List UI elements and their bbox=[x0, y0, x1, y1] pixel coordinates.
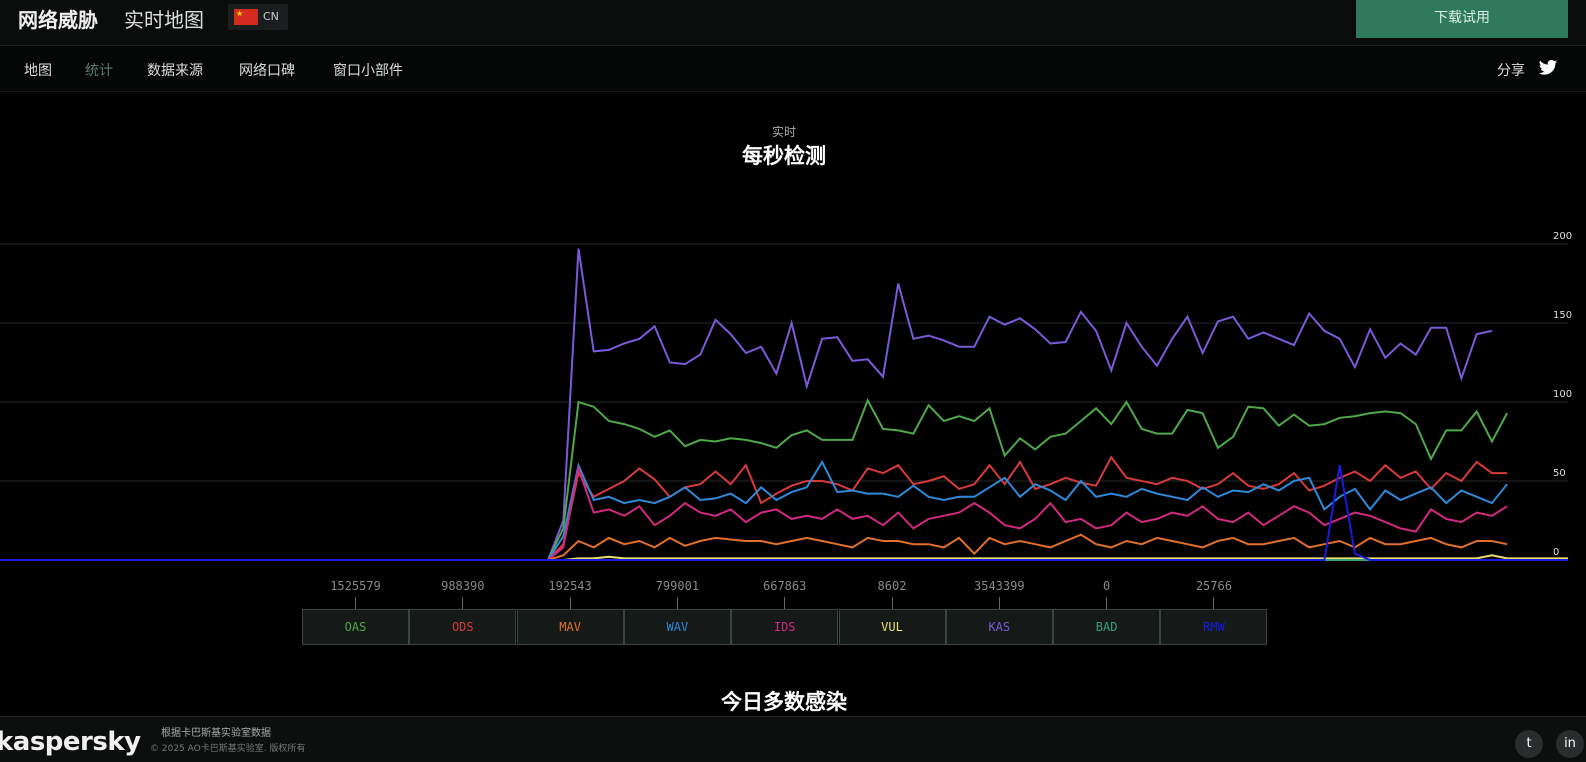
series-line-kas bbox=[0, 248, 1493, 561]
legend-count: 988390 bbox=[441, 579, 485, 593]
site-title[interactable]: 网络威胁 bbox=[18, 8, 98, 32]
copyright: © 2025 AO卡巴斯基实验室. 版权所有 bbox=[150, 744, 306, 754]
legend-tick bbox=[355, 597, 356, 609]
nav-item-data-sources[interactable]: 数据来源 bbox=[147, 63, 203, 79]
y-tick-label: 0 bbox=[1553, 547, 1559, 558]
legend-tick bbox=[891, 597, 893, 609]
footer-twitter-icon[interactable]: t bbox=[1515, 730, 1543, 758]
china-flag-icon: ★ bbox=[234, 9, 258, 25]
legend-toggle[interactable]: OAS bbox=[302, 609, 409, 645]
top-header: 网络威胁 实时地图 ★ CN 下载试用 bbox=[0, 0, 1586, 46]
legend-count: 8602 bbox=[877, 579, 907, 593]
main-nav: 地图 统计 数据来源 网络口碑 窗口小部件 分享 bbox=[0, 46, 1586, 92]
data-source-note: 根据卡巴斯基实验室数据 bbox=[161, 728, 271, 739]
nav-item-statistics[interactable]: 统计 bbox=[85, 63, 113, 79]
nav-item-buzz[interactable]: 网络口碑 bbox=[239, 63, 295, 79]
legend-count: 1525579 bbox=[330, 579, 381, 593]
legend-count: 667863 bbox=[763, 579, 807, 593]
y-tick-label: 200 bbox=[1553, 231, 1572, 242]
section-kicker: 实时 bbox=[771, 125, 796, 139]
series-line-ods bbox=[0, 455, 1508, 561]
legend-count: 799001 bbox=[655, 579, 700, 593]
legend-toggle[interactable]: ODS bbox=[409, 609, 517, 645]
legend-toggle[interactable]: BAD bbox=[1053, 609, 1161, 645]
legend-count: 192543 bbox=[548, 579, 592, 593]
legend-count: 3543399 bbox=[974, 579, 1025, 593]
twitter-icon[interactable] bbox=[1538, 58, 1558, 78]
legend-toggle[interactable]: MAV bbox=[516, 609, 624, 645]
legend-toggle[interactable]: IDS bbox=[731, 609, 839, 645]
download-trial-button[interactable]: 下载试用 bbox=[1356, 0, 1568, 38]
legend-toggle[interactable]: KAS bbox=[945, 609, 1053, 645]
legend-tick bbox=[1106, 597, 1108, 609]
section-title: 每秒检测 bbox=[742, 143, 826, 168]
series-line-oas bbox=[0, 398, 1508, 561]
legend-tick bbox=[784, 597, 786, 609]
language-code: CN bbox=[263, 10, 279, 23]
nav-item-map[interactable]: 地图 bbox=[24, 63, 52, 79]
language-selector[interactable]: ★ CN bbox=[228, 4, 288, 30]
series-line-rmw bbox=[0, 465, 1568, 561]
footer: kaspersky 根据卡巴斯基实验室数据 © 2025 AO卡巴斯基实验室. … bbox=[0, 716, 1586, 762]
legend-count: 0 bbox=[1102, 579, 1111, 593]
legend-tick bbox=[462, 597, 464, 609]
footer-linkedin-icon[interactable]: in bbox=[1556, 730, 1584, 758]
legend-tick bbox=[676, 597, 678, 609]
y-tick-label: 100 bbox=[1553, 389, 1572, 400]
site-subtitle: 实时地图 bbox=[124, 8, 204, 32]
series-line-wav bbox=[0, 459, 1508, 561]
legend-toggle[interactable]: WAV bbox=[623, 609, 731, 645]
y-tick-label: 50 bbox=[1553, 468, 1566, 479]
legend-count: 25766 bbox=[1195, 579, 1232, 593]
y-tick-label: 150 bbox=[1553, 310, 1572, 321]
legend-tick bbox=[1213, 597, 1215, 609]
legend-tick bbox=[569, 597, 571, 609]
kaspersky-logo[interactable]: kaspersky bbox=[0, 727, 141, 757]
nav-item-widget[interactable]: 窗口小部件 bbox=[333, 63, 403, 79]
detections-chart: 0 50 100 150 200 bbox=[0, 231, 1572, 561]
legend-toggle[interactable]: VUL bbox=[838, 609, 946, 645]
share-label[interactable]: 分享 bbox=[1497, 63, 1525, 79]
legend-tick bbox=[998, 597, 1000, 609]
series-line-mav bbox=[0, 533, 1508, 561]
legend-toggle[interactable]: RMW bbox=[1160, 609, 1268, 645]
section-title-infections: 今日多数感染 bbox=[721, 689, 847, 714]
